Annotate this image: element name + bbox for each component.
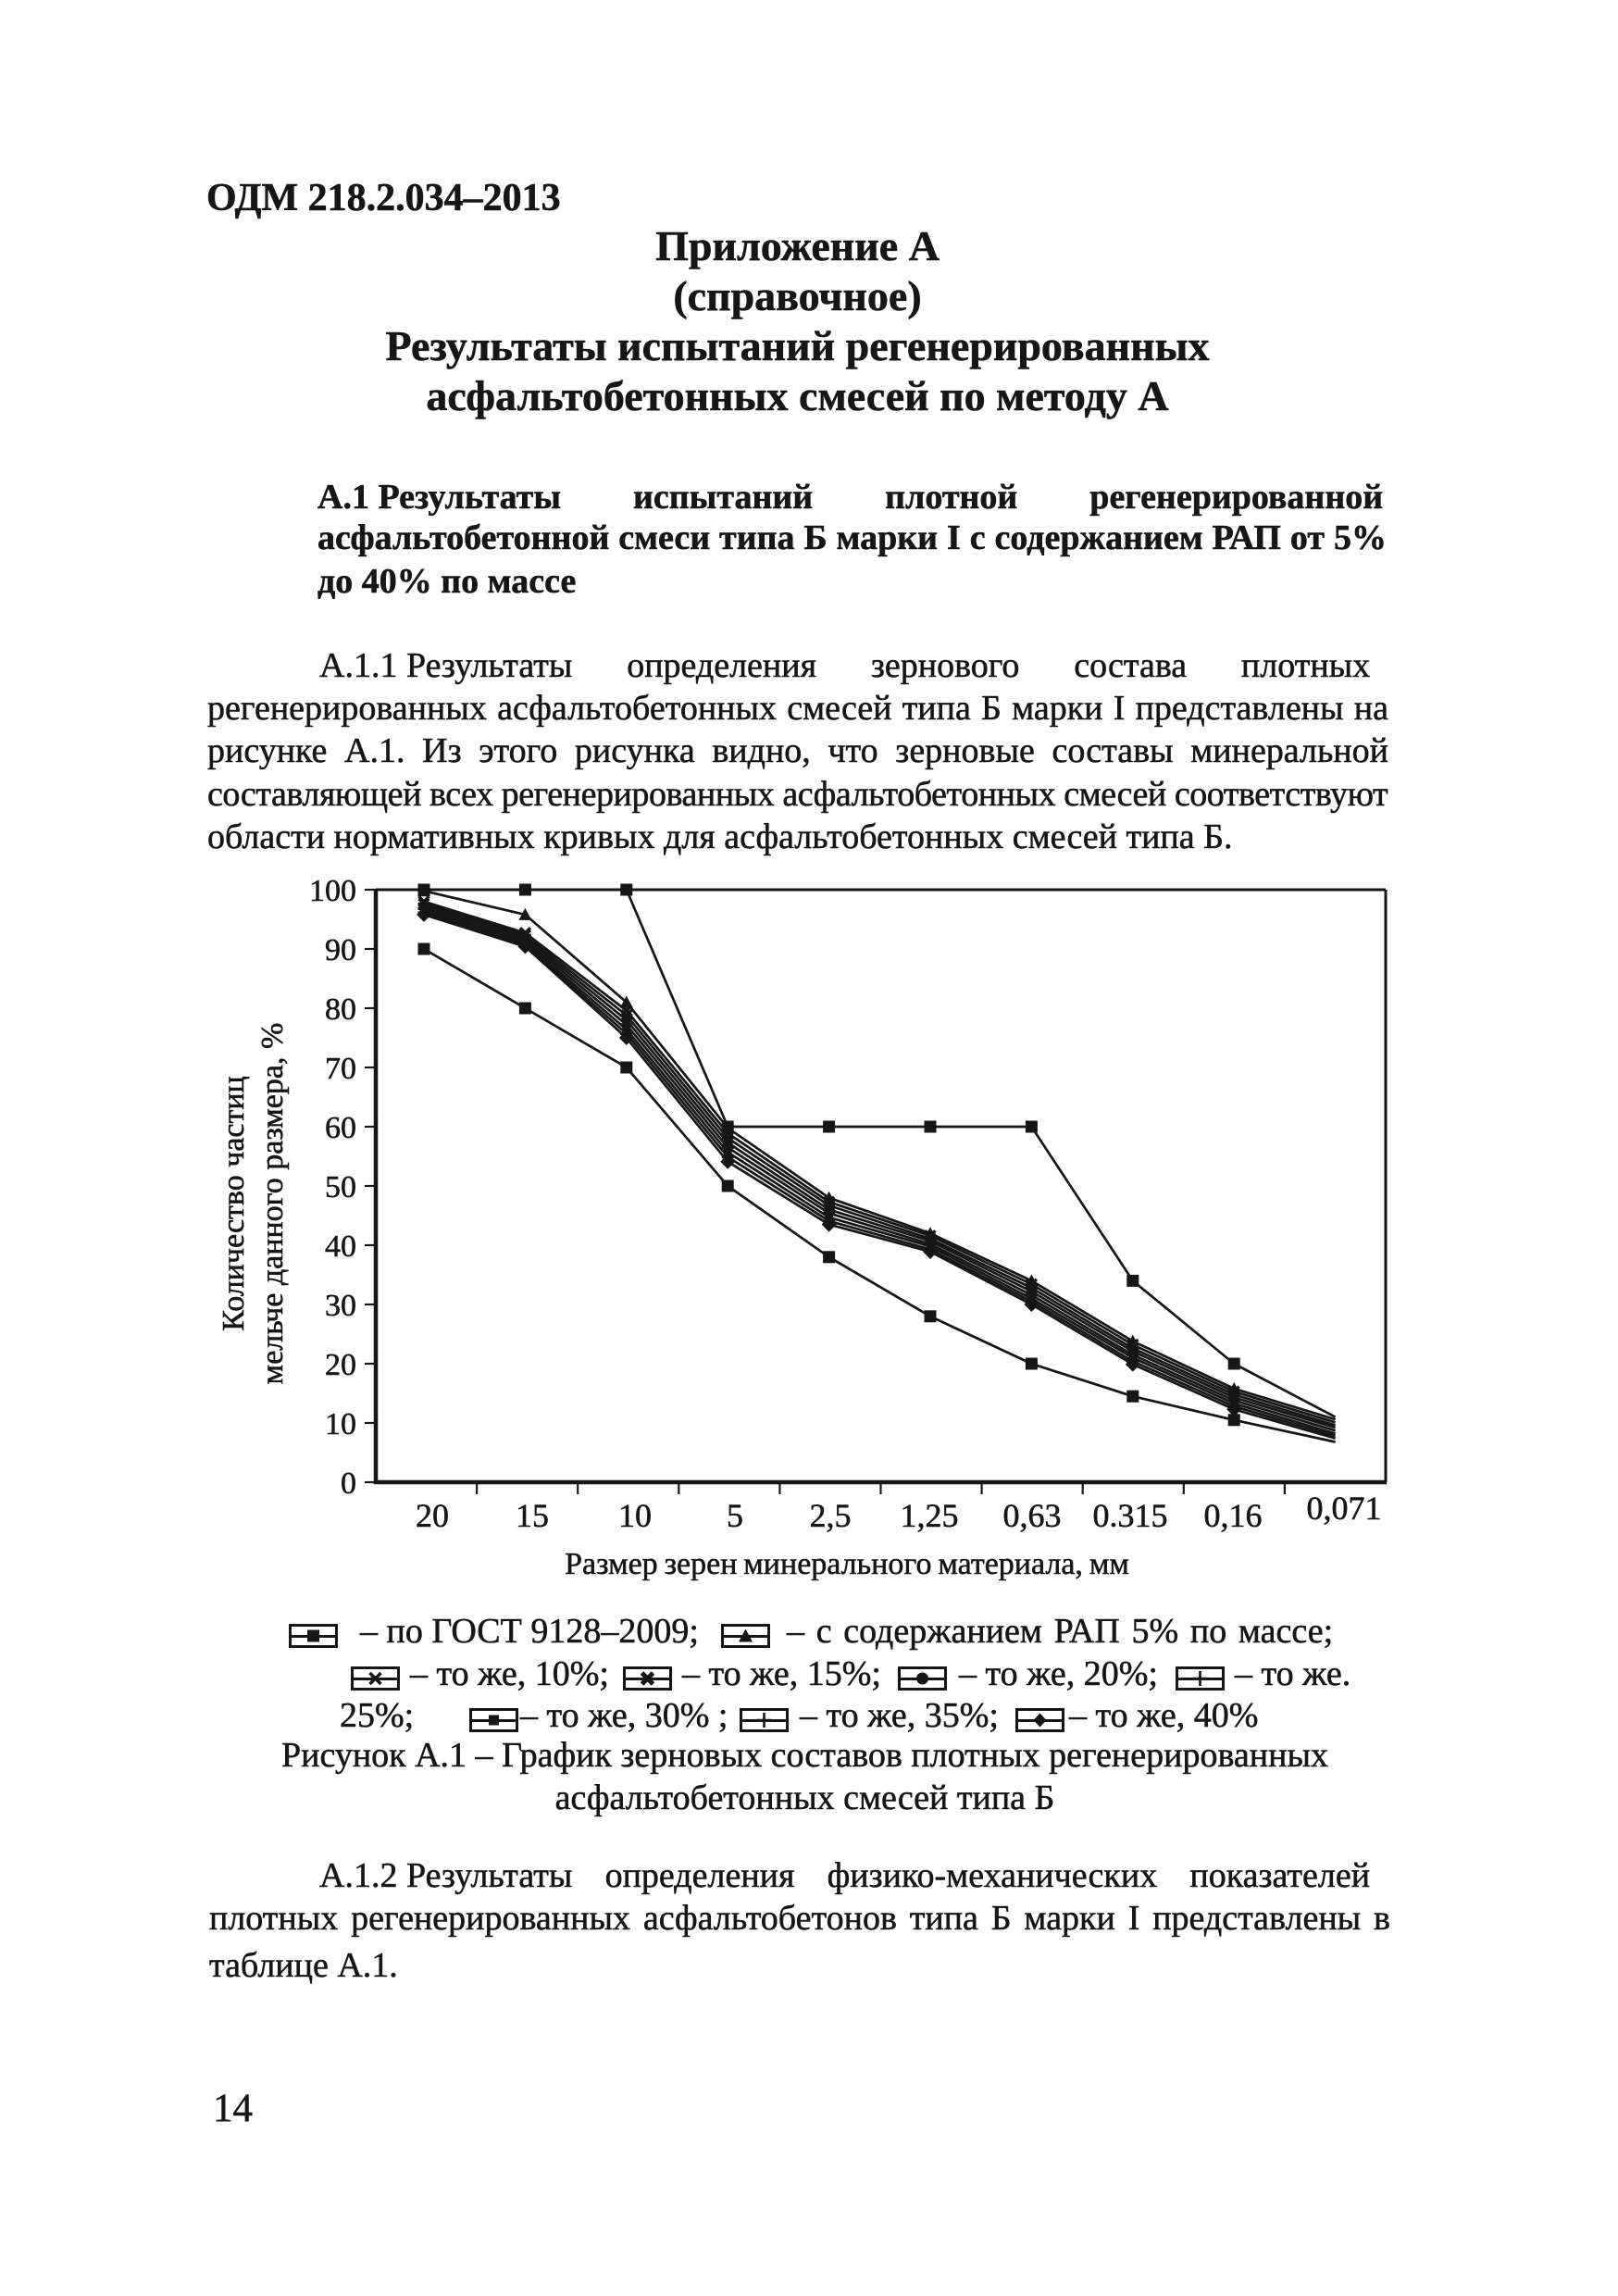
svg-text:60: 60 xyxy=(325,1111,356,1145)
svg-text:0,071: 0,071 xyxy=(1307,1490,1382,1527)
svg-text:90: 90 xyxy=(325,933,356,967)
svg-text:5: 5 xyxy=(727,1497,743,1534)
svg-text:0: 0 xyxy=(341,1466,356,1501)
svg-text:10: 10 xyxy=(618,1497,652,1534)
svg-text:100: 100 xyxy=(309,874,356,908)
svg-text:1,25: 1,25 xyxy=(901,1497,959,1534)
svg-text:50: 50 xyxy=(325,1170,356,1204)
svg-text:70: 70 xyxy=(325,1052,356,1086)
svg-text:0.315: 0.315 xyxy=(1093,1497,1168,1534)
svg-text:0,16: 0,16 xyxy=(1204,1497,1263,1534)
svg-text:Размер зерен минерального мате: Размер зерен минерального материала, мм xyxy=(565,1547,1129,1581)
svg-text:Количество частиц: Количество частиц xyxy=(217,1076,251,1331)
svg-text:30: 30 xyxy=(325,1289,356,1323)
svg-text:20: 20 xyxy=(416,1497,449,1534)
svg-text:мельче данного размера, %: мельче данного размера, % xyxy=(255,1023,290,1385)
svg-text:2,5: 2,5 xyxy=(810,1497,852,1534)
svg-text:40: 40 xyxy=(325,1229,356,1264)
svg-text:10: 10 xyxy=(325,1407,356,1441)
svg-text:15: 15 xyxy=(516,1497,549,1534)
svg-text:80: 80 xyxy=(325,992,356,1027)
svg-text:20: 20 xyxy=(325,1348,356,1382)
svg-text:0,63: 0,63 xyxy=(1003,1497,1062,1534)
